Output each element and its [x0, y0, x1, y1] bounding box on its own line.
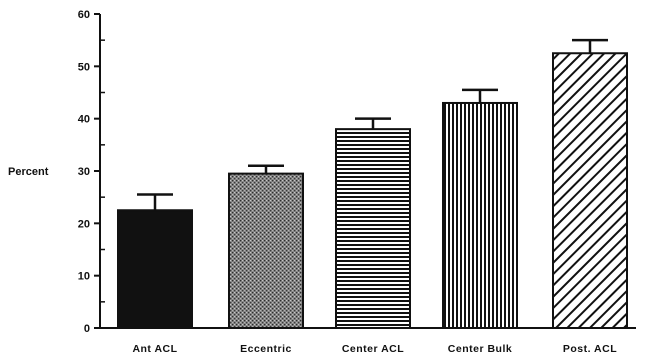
y-tick-label: 20 — [78, 218, 90, 230]
bar-center-bulk — [442, 101, 518, 330]
x-category-label: Eccentric — [240, 343, 292, 355]
y-tick-label: 50 — [78, 61, 90, 73]
y-tick-label: 0 — [84, 323, 90, 335]
bars — [117, 38, 628, 330]
bar-eccentric — [228, 172, 304, 329]
bar-center-acl — [335, 128, 411, 329]
x-category-label: Center Bulk — [448, 343, 512, 355]
y-tick-label: 40 — [78, 114, 90, 126]
y-tick-label: 60 — [78, 9, 90, 21]
bar-ant-acl — [117, 209, 193, 329]
x-category-label: Center ACL — [342, 343, 404, 355]
y-tick-label: 30 — [78, 166, 90, 178]
labels: 0 10 20 30 40 50 60 Percent Ant ACL Eccentric Cent… — [8, 9, 617, 355]
bar-post-acl — [552, 52, 628, 329]
y-tick-label: 10 — [78, 271, 90, 283]
x-category-label: Ant ACL — [132, 343, 177, 355]
x-category-label: Post. ACL — [563, 343, 617, 355]
y-axis-label: Percent — [8, 166, 49, 178]
